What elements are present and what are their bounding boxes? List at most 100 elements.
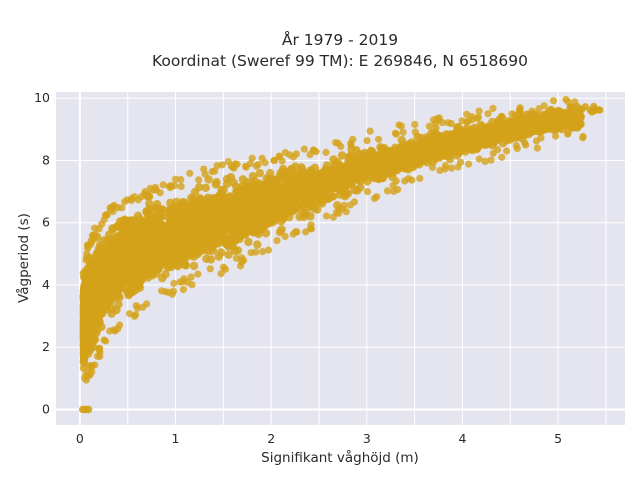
scatter-point [313, 174, 323, 183]
scatter-point [478, 135, 487, 144]
x-tick-label: 5 [554, 431, 562, 446]
scatter-point [185, 229, 194, 239]
scatter-point [195, 195, 205, 204]
scatter-point [243, 200, 253, 210]
scatter-point [248, 154, 256, 162]
scatter-point [254, 160, 262, 169]
scatter-point [88, 238, 96, 246]
scatter-point [401, 150, 410, 160]
scatter-point [159, 181, 167, 189]
scatter-point [118, 204, 126, 212]
scatter-point [264, 185, 273, 194]
scatter-point [194, 229, 203, 239]
scatter-point [184, 213, 194, 222]
scatter-point [179, 285, 187, 294]
scatter-point [567, 104, 575, 112]
scatter-point [111, 327, 119, 335]
scatter-point [534, 125, 543, 134]
scatter-point [575, 107, 584, 115]
x-tick-label: 3 [363, 431, 371, 446]
scatter-point [399, 128, 407, 136]
scatter-point [272, 179, 282, 189]
scatter-point [190, 187, 200, 197]
scatter-point [295, 173, 305, 182]
scatter-point [176, 249, 185, 258]
scatter-point [79, 325, 89, 334]
scatter-point [95, 304, 104, 313]
scatter-point [158, 255, 168, 264]
scatter-point [401, 177, 409, 185]
scatter-point [184, 202, 193, 211]
scatter-point [92, 326, 102, 335]
scatter-point [133, 272, 142, 281]
x-tick-label: 4 [458, 431, 466, 446]
scatter-point [186, 169, 194, 177]
scatter-point [549, 97, 558, 105]
scatter-point [101, 250, 111, 259]
scatter-point [408, 176, 416, 184]
scatter-point [416, 174, 424, 183]
scatter-point [518, 130, 527, 139]
scatter-point [90, 232, 98, 240]
scatter-point [170, 279, 178, 287]
scatter-point [217, 230, 226, 239]
scatter-point [370, 194, 379, 203]
scatter-point [224, 157, 232, 166]
scatter-point [100, 336, 108, 344]
scatter-point [568, 119, 577, 129]
scatter-point [177, 182, 185, 190]
scatter-point [310, 163, 320, 172]
scatter-point [82, 254, 91, 262]
scatter-point [330, 167, 339, 176]
scatter-point [212, 178, 221, 187]
scatter-point [498, 124, 506, 132]
scatter-point [252, 248, 260, 256]
scatter-point [100, 236, 109, 245]
scatter-point [375, 135, 383, 143]
scatter-point [338, 182, 347, 192]
scatter-point [180, 275, 188, 283]
scatter-point [588, 108, 596, 116]
scatter-point [107, 304, 116, 313]
scatter-point [154, 232, 163, 241]
scatter-point [483, 124, 492, 133]
scatter-point [252, 193, 262, 202]
scatter-point [285, 205, 294, 214]
scatter-point [277, 209, 286, 218]
scatter-point [323, 194, 332, 204]
scatter-point [124, 243, 134, 253]
scatter-point [132, 231, 141, 241]
scatter-point [188, 281, 196, 289]
scatter-point [374, 174, 384, 183]
scatter-point [276, 168, 285, 178]
scatter-point [243, 191, 253, 200]
scatter-point [503, 119, 511, 127]
scatter-point [278, 157, 286, 165]
scatter-point [189, 252, 199, 261]
scatter-point [590, 102, 598, 110]
scatter-point [321, 175, 330, 184]
scatter-point [88, 259, 97, 269]
scatter-point [462, 124, 472, 133]
scatter-point [117, 234, 126, 243]
scatter-point [124, 290, 133, 300]
scatter-point [347, 153, 356, 162]
scatter-point [171, 175, 180, 183]
scatter-point [533, 144, 542, 152]
scatter-point [333, 208, 341, 216]
scatter-point [281, 232, 289, 240]
scatter-point [151, 212, 161, 221]
scatter-point [473, 143, 482, 152]
scatter-point [506, 131, 515, 141]
scatter-point [253, 240, 262, 249]
scatter-point [84, 405, 93, 414]
scatter-point [240, 256, 248, 264]
scatter-point [384, 152, 394, 161]
scatter-point [168, 290, 176, 298]
scatter-point [337, 151, 347, 160]
scatter-point [356, 171, 365, 181]
scatter-point [141, 248, 150, 257]
